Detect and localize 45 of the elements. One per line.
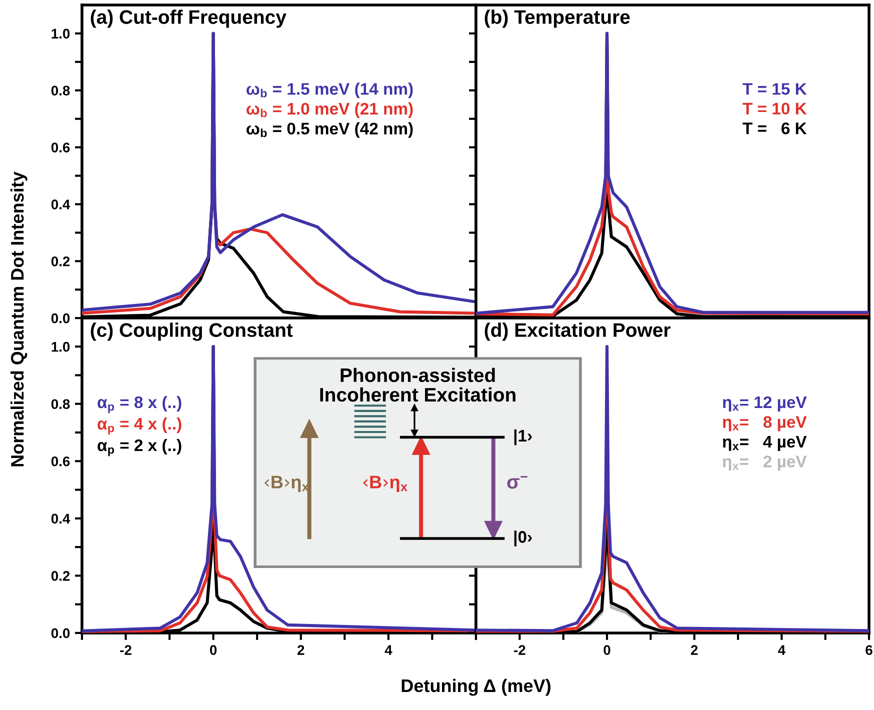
chart-title: (c) Coupling Constant xyxy=(90,322,293,341)
y-tick-label: 1.0 xyxy=(52,342,70,352)
x-tick-label: 2 xyxy=(690,645,698,655)
y-tick-label: 0.2 xyxy=(51,571,70,581)
x-axis-title: Detuning Δ (meV) xyxy=(402,678,550,696)
y-tick-label: 0.0 xyxy=(51,313,70,324)
annotation: ‹B›η$_{x}$ xyxy=(363,476,408,492)
y-tick-label: 0.4 xyxy=(51,514,70,524)
y-tick-label: 0.6 xyxy=(51,142,70,152)
text: η$_{x}$= 12 µeV xyxy=(722,396,807,412)
y-axis-title: Normalized Quantum Dot Intensity xyxy=(10,172,28,466)
x-tick-label: 0 xyxy=(604,645,610,655)
chart-title: (b) Temperature xyxy=(484,10,630,28)
y-tick-label: 0.2 xyxy=(51,256,70,266)
y-tick-label: 0.4 xyxy=(51,200,70,210)
x-tick-label: 2 xyxy=(297,645,304,655)
text: T = 15 K xyxy=(742,83,807,95)
x-tick-label: 0 xyxy=(210,645,217,655)
text: η$_{x}$= 8 µeV xyxy=(722,416,807,432)
x-tick-label: -2 xyxy=(514,645,526,655)
y-tick-label: 0.6 xyxy=(51,456,70,466)
text: η$_{x}$= 2 µeV xyxy=(722,456,807,471)
series-label: ω$_{b}$ = 1.0 meV (21 nm) xyxy=(246,102,413,118)
x-tick-label: -2 xyxy=(120,645,132,655)
y-tick-label: 1.0 xyxy=(52,28,70,39)
annotation: |1› xyxy=(514,429,532,446)
series-label: α$_{p}$ = 4 x (..) xyxy=(98,417,182,435)
chart-title: (d) Excitation Power xyxy=(484,322,670,341)
y-tick-label: 0.8 xyxy=(51,86,70,96)
annotation: σ$^{−}$ xyxy=(507,476,528,489)
x-tick-label: 4 xyxy=(778,645,786,655)
text: T = 10 K xyxy=(742,102,807,115)
chart-title: (a) Cut-off Frequency xyxy=(90,10,286,28)
annotation: Phonon-assisted Incoherent Excitation xyxy=(320,368,516,402)
series-label: α$_{p}$ = 2 x (..) xyxy=(98,438,182,456)
text: η$_{x}$= 4 µeV xyxy=(722,436,807,451)
series-label: ω$_{b}$ = 1.5 meV (14 nm) xyxy=(246,82,413,98)
x-tick-label: 6 xyxy=(866,645,872,655)
series-label: ω$_{b}$ = 0.5 meV (42 nm) xyxy=(246,122,413,138)
annotation: |0› xyxy=(514,530,532,546)
y-tick-label: 0.0 xyxy=(51,628,70,638)
text: T = 6 K xyxy=(742,122,807,134)
x-tick-label: 4 xyxy=(384,645,392,655)
series-label: α$_{p}$ = 8 x (..) xyxy=(98,396,182,414)
y-tick-label: 0.8 xyxy=(51,399,70,410)
